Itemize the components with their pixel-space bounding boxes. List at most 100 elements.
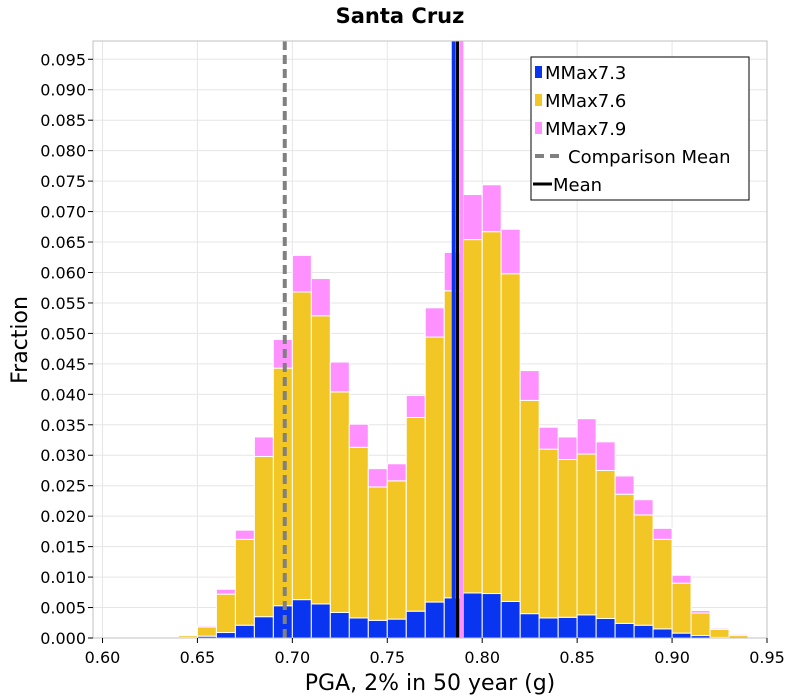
bar-mmax7-6	[196, 626, 217, 637]
bar-mmax7-9	[633, 499, 654, 516]
bar-mmax7-9	[196, 625, 217, 628]
bar-mmax7-9	[595, 441, 616, 471]
bar-mmax7-6	[557, 459, 578, 618]
legend-swatch	[535, 122, 542, 134]
y-tick-label: 0.085	[40, 111, 86, 130]
bar-mmax7-6	[291, 291, 312, 601]
y-tick-label: 0.020	[40, 507, 86, 526]
legend-swatch	[535, 66, 542, 78]
bar-mmax7-3	[386, 618, 407, 639]
legend-box	[530, 56, 750, 201]
bar-mmax7-9	[386, 463, 407, 482]
bar-mmax7-6	[424, 336, 445, 603]
bar-mmax7-6	[690, 612, 711, 637]
legend-label: MMax7.6	[545, 91, 626, 112]
bar-mmax7-9	[557, 436, 578, 461]
bar-mmax7-3	[633, 624, 654, 639]
bar-mmax7-3	[500, 600, 521, 639]
x-tick-label: 0.65	[180, 648, 216, 667]
bar-mmax7-6	[386, 480, 407, 620]
y-tick-label: 0.045	[40, 355, 86, 374]
bar-mmax7-9	[614, 475, 635, 495]
x-tick-label: 0.70	[275, 648, 311, 667]
y-tick-label: 0.015	[40, 538, 86, 557]
y-tick-label: 0.070	[40, 203, 86, 222]
bar-mmax7-6	[481, 231, 502, 595]
bar-mmax7-3	[424, 601, 445, 639]
bar-mmax7-9	[519, 370, 540, 401]
bar-mmax7-6	[329, 391, 350, 613]
bar-mmax7-3	[557, 616, 578, 639]
bar-mmax7-9	[177, 634, 198, 637]
bar-mmax7-6	[652, 538, 673, 630]
bar-mmax7-6	[519, 399, 540, 615]
legend-label: MMax7.9	[545, 119, 626, 140]
bar-mmax7-6	[671, 582, 692, 634]
bar-mmax7-3	[291, 599, 312, 639]
bar-mmax7-3	[367, 619, 388, 639]
bar-mmax7-3	[348, 617, 369, 639]
bar-mmax7-9	[538, 426, 559, 450]
y-tick-label: 0.030	[40, 446, 86, 465]
bar-mmax7-6	[234, 538, 255, 626]
bar-mmax7-9	[310, 278, 331, 317]
bar-mmax7-6	[538, 448, 559, 619]
bar-mmax7-3	[576, 614, 597, 639]
bar-mmax7-9	[367, 468, 388, 488]
bar-mmax7-3	[405, 610, 426, 639]
bar-mmax7-3	[462, 592, 483, 639]
bar-mmax7-9	[348, 423, 369, 448]
legend-label: MMax7.3	[545, 63, 626, 84]
bar-mmax7-9	[728, 633, 749, 637]
bar-mmax7-6	[576, 453, 597, 616]
bar-mmax7-9	[253, 436, 274, 457]
bar-mmax7-6	[462, 239, 483, 594]
y-tick-label: 0.035	[40, 416, 86, 435]
bar-mmax7-9	[215, 588, 236, 595]
plot-frame	[92, 40, 768, 639]
x-tick-label: 0.90	[654, 648, 690, 667]
bar-mmax7-3	[481, 593, 502, 639]
bar-mmax7-9	[234, 529, 255, 540]
y-axis-ticks: 0.000 0.005 0.010 0.015 0.020 0.025 0.030 0.035…	[40, 50, 93, 648]
bars-group	[177, 184, 749, 639]
bar-mmax7-6	[500, 273, 521, 602]
y-tick-label: 0.060	[40, 263, 86, 282]
bar-mmax7-6	[405, 416, 426, 612]
y-tick-label: 0.095	[40, 50, 86, 69]
bar-mmax7-6	[633, 514, 654, 626]
bar-mmax7-6	[272, 367, 293, 607]
y-tick-label: 0.055	[40, 294, 86, 313]
bar-mmax7-9	[329, 361, 350, 393]
bar-mmax7-9	[291, 254, 312, 293]
y-tick-label: 0.065	[40, 233, 86, 252]
bar-mmax7-9	[481, 184, 502, 233]
x-tick-label: 0.75	[369, 648, 405, 667]
x-axis-title: PGA, 2% in 50 year (g)	[305, 671, 556, 696]
bar-mmax7-3	[595, 618, 616, 639]
bar-mmax7-6	[348, 446, 369, 619]
bar-mmax7-3	[671, 632, 692, 639]
bar-mmax7-9	[690, 610, 711, 614]
chart-title: Santa Cruz	[336, 4, 465, 28]
x-tick-label: 0.80	[464, 648, 500, 667]
y-tick-label: 0.075	[40, 172, 86, 191]
y-tick-label: 0.000	[40, 629, 86, 648]
bar-mmax7-9	[500, 228, 521, 275]
bar-mmax7-3	[519, 613, 540, 639]
bar-mmax7-3	[538, 617, 559, 639]
x-axis-ticks: 0.60 0.65 0.70 0.75 0.80 0.85 0.90 0.95	[85, 638, 785, 667]
mean-lines-group	[282, 41, 464, 638]
legend-label: Comparison Mean	[568, 147, 731, 168]
bar-mmax7-6	[215, 593, 236, 634]
y-tick-label: 0.050	[40, 324, 86, 343]
bar-mmax7-3	[253, 616, 274, 639]
legend-label: Mean	[553, 175, 602, 196]
x-tick-label: 0.85	[559, 648, 595, 667]
bar-mmax7-3	[614, 622, 635, 639]
bar-mmax7-6	[709, 628, 730, 638]
bar-mmax7-6	[595, 469, 616, 620]
legend: MMax7.3 MMax7.6 MMax7.9 Comparison Mean Mean	[530, 56, 750, 201]
bar-mmax7-9	[709, 627, 730, 630]
bar-mmax7-9	[424, 307, 445, 338]
